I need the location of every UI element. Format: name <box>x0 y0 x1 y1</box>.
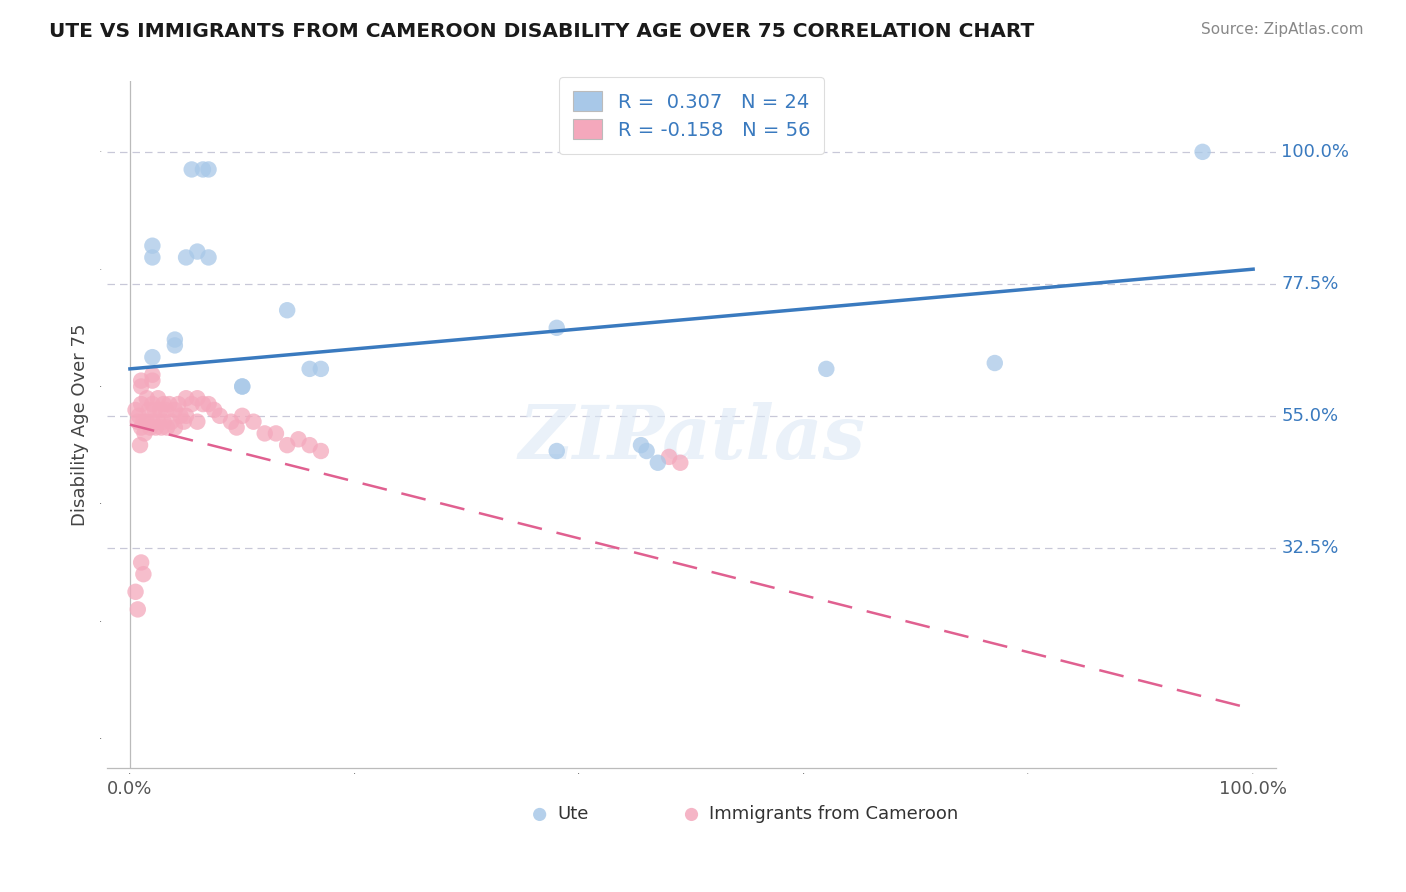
Point <box>149 403 172 417</box>
Text: 32.5%: 32.5% <box>1281 539 1339 557</box>
Point <box>132 567 155 582</box>
Point <box>156 420 179 434</box>
Point <box>186 391 208 405</box>
Point <box>298 438 321 452</box>
Text: Source: ZipAtlas.com: Source: ZipAtlas.com <box>1201 22 1364 37</box>
Point <box>167 397 190 411</box>
Point <box>681 772 703 786</box>
Point <box>197 162 219 177</box>
Point <box>180 397 202 411</box>
Point <box>134 426 156 441</box>
Point <box>546 444 568 458</box>
Point <box>141 397 163 411</box>
Point <box>242 415 264 429</box>
Point <box>253 426 276 441</box>
Text: 55.0%: 55.0% <box>1281 407 1339 425</box>
Point <box>546 321 568 335</box>
Point <box>152 397 174 411</box>
Point <box>132 415 155 429</box>
Point <box>139 420 162 434</box>
Point <box>173 415 195 429</box>
Y-axis label: Disability Age Over 75: Disability Age Over 75 <box>72 324 89 526</box>
Point <box>141 374 163 388</box>
Point <box>309 444 332 458</box>
Point <box>186 244 208 259</box>
Text: 100.0%: 100.0% <box>1219 780 1286 797</box>
Point <box>309 362 332 376</box>
Text: 77.5%: 77.5% <box>1281 275 1339 293</box>
Point <box>202 403 225 417</box>
Point <box>208 409 231 423</box>
Point <box>636 444 658 458</box>
Point <box>163 420 186 434</box>
Point <box>155 403 177 417</box>
Point <box>658 450 681 464</box>
Point <box>647 456 669 470</box>
Point <box>150 420 173 434</box>
Point <box>128 409 150 423</box>
Point <box>276 303 298 318</box>
Point <box>141 238 163 252</box>
Point <box>231 379 253 393</box>
Point <box>124 403 146 417</box>
Point <box>129 374 152 388</box>
Point <box>141 368 163 382</box>
Point <box>298 362 321 376</box>
Point <box>146 415 169 429</box>
Text: 0.0%: 0.0% <box>107 780 153 797</box>
Point <box>264 426 287 441</box>
Point <box>129 379 152 393</box>
Point <box>146 391 169 405</box>
Point <box>135 391 157 405</box>
Text: 100.0%: 100.0% <box>1281 143 1350 161</box>
Point <box>163 333 186 347</box>
Point <box>225 420 247 434</box>
Point <box>276 438 298 452</box>
Point <box>141 415 163 429</box>
Point <box>157 397 180 411</box>
Point <box>231 409 253 423</box>
Point <box>630 438 652 452</box>
Point <box>163 403 186 417</box>
Point <box>174 251 197 265</box>
Point <box>231 379 253 393</box>
Point <box>129 397 152 411</box>
Point <box>174 391 197 405</box>
Point <box>145 420 167 434</box>
Point <box>129 438 152 452</box>
Point <box>287 432 309 446</box>
Point <box>984 356 1007 370</box>
Point <box>135 415 157 429</box>
Point <box>169 409 191 423</box>
Point <box>180 162 202 177</box>
Point <box>186 415 208 429</box>
Point <box>163 338 186 352</box>
Point <box>129 556 152 570</box>
Point <box>197 397 219 411</box>
Point <box>127 415 149 429</box>
Point <box>669 456 692 470</box>
Text: ZIPatlas: ZIPatlas <box>517 402 865 475</box>
Legend: R =  0.307   N = 24, R = -0.158   N = 56: R = 0.307 N = 24, R = -0.158 N = 56 <box>560 78 824 153</box>
Text: UTE VS IMMIGRANTS FROM CAMEROON DISABILITY AGE OVER 75 CORRELATION CHART: UTE VS IMMIGRANTS FROM CAMEROON DISABILI… <box>49 22 1035 41</box>
Point <box>534 772 557 786</box>
Point <box>143 403 166 417</box>
Point <box>1191 145 1213 159</box>
Point <box>152 415 174 429</box>
Point <box>191 162 214 177</box>
Point <box>191 397 214 411</box>
Point <box>124 584 146 599</box>
Point <box>129 420 152 434</box>
Point <box>127 602 149 616</box>
Text: Ute: Ute <box>557 805 589 823</box>
Point <box>160 415 183 429</box>
Point <box>138 403 160 417</box>
Point <box>141 350 163 364</box>
Point <box>219 415 242 429</box>
Point <box>815 362 838 376</box>
Point <box>141 251 163 265</box>
Point <box>174 409 197 423</box>
Point <box>197 251 219 265</box>
Text: Immigrants from Cameroon: Immigrants from Cameroon <box>709 805 959 823</box>
